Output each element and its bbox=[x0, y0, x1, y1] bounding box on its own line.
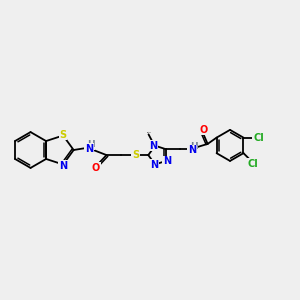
Text: methyl: methyl bbox=[147, 132, 152, 133]
Text: Cl: Cl bbox=[253, 133, 264, 142]
Text: S: S bbox=[59, 130, 67, 140]
Text: O: O bbox=[92, 163, 100, 172]
Text: Cl: Cl bbox=[248, 159, 258, 169]
Text: H: H bbox=[87, 140, 95, 149]
Text: N: N bbox=[150, 160, 158, 170]
Text: N: N bbox=[85, 144, 93, 154]
Text: O: O bbox=[199, 124, 207, 135]
Text: S: S bbox=[132, 150, 139, 160]
Text: N: N bbox=[149, 141, 158, 151]
Text: H: H bbox=[190, 142, 197, 151]
Text: N: N bbox=[163, 157, 171, 166]
Text: N: N bbox=[59, 161, 67, 171]
Text: N: N bbox=[188, 146, 196, 155]
